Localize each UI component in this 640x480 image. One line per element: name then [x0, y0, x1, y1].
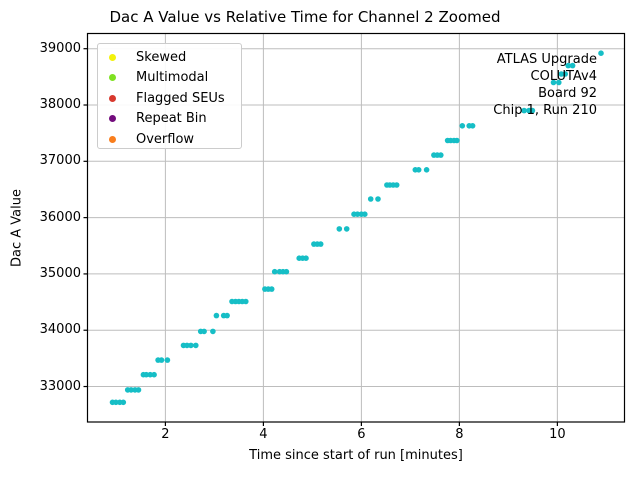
data-point [569, 62, 576, 69]
legend-item-multimodal: Multimodal [98, 68, 241, 89]
data-point [367, 196, 374, 202]
data-point [393, 182, 400, 188]
data-point [268, 286, 275, 292]
data-point [135, 387, 142, 393]
annotation-line: Chip 1, Run 210 [493, 103, 597, 118]
y-tick-label-37000: 37000 [39, 153, 81, 169]
annotation-line: ATLAS Upgrade [496, 52, 597, 67]
data-point [113, 399, 119, 406]
data-point [193, 342, 199, 349]
y-tick-label-39000: 39000 [39, 40, 81, 56]
data-point [521, 107, 527, 114]
data-point [317, 241, 324, 247]
data-point [343, 226, 350, 232]
data-point [469, 123, 476, 129]
data-point [243, 298, 249, 305]
legend-item-flagged-seus: Flagged SEUs [98, 88, 241, 109]
data-point [558, 71, 565, 77]
data-point [147, 371, 153, 378]
data-point [188, 342, 194, 349]
data-point [271, 268, 278, 275]
data-point [415, 167, 422, 173]
data-point [438, 152, 444, 158]
y-tick-label-33000: 33000 [39, 378, 81, 394]
data-point [529, 107, 536, 114]
y-tick-label-36000: 36000 [39, 209, 81, 225]
annotation-block: ATLAS Upgrade COLUTAv4 Board 92 Chip 1, … [493, 51, 597, 119]
y-axis-label: Dac A Value [9, 189, 25, 267]
data-point [375, 196, 381, 202]
data-point [598, 50, 604, 56]
data-point [210, 328, 216, 335]
repeat-bin-marker-icon [109, 115, 116, 123]
data-point [362, 211, 368, 217]
flagged-seus-marker-icon [109, 94, 116, 102]
data-point [336, 226, 343, 232]
axes-border [86, 32, 626, 423]
legend-item-label: Overflow [136, 131, 195, 147]
data-point [120, 399, 127, 406]
data-point [151, 371, 157, 378]
legend-item-skewed: Skewed [98, 47, 241, 68]
data-point [201, 328, 207, 335]
x-tick-label-4: 4 [259, 427, 268, 442]
data-point [423, 167, 430, 173]
data-point [565, 62, 571, 69]
legend-item-overflow: Overflow [98, 129, 241, 150]
data-point [143, 371, 150, 378]
data-point [283, 268, 290, 275]
data-point [562, 71, 568, 77]
data-point [303, 255, 309, 261]
y-tick-label-35000: 35000 [39, 265, 81, 281]
data-point [354, 211, 361, 217]
data-point [128, 387, 134, 393]
chart-title: Dac A Value vs Relative Time for Channel… [109, 8, 501, 26]
multimodal-marker-icon [109, 74, 116, 82]
x-axis-label: Time since start of run [minutes] [249, 448, 463, 463]
annotation-line: COLUTAv4 [530, 69, 597, 84]
annotation-line: Board 92 [538, 86, 597, 101]
x-tick-label-10: 10 [549, 427, 566, 442]
legend-item-label: Flagged SEUs [136, 90, 225, 106]
data-point [454, 137, 460, 144]
legend: Skewed Multimodal Flagged SEUs Repeat Bi… [97, 43, 242, 149]
legend-item-label: Skewed [136, 49, 187, 65]
y-tick-label-34000: 34000 [39, 322, 81, 338]
data-point [550, 79, 557, 86]
legend-item-repeat-bin: Repeat Bin [98, 109, 241, 130]
skewed-marker-icon [109, 53, 116, 61]
legend-item-label: Multimodal [136, 70, 209, 86]
data-point [224, 312, 230, 319]
x-tick-label-8: 8 [455, 427, 464, 442]
data-point [164, 357, 171, 363]
overflow-marker-icon [109, 135, 116, 143]
data-point [459, 123, 466, 129]
x-tick-label-6: 6 [357, 427, 366, 442]
y-tick-label-38000: 38000 [39, 97, 81, 112]
x-tick-label-2: 2 [161, 427, 170, 442]
data-point [213, 312, 220, 319]
data-point [158, 357, 165, 363]
data-point [556, 79, 562, 86]
data-point [184, 342, 190, 349]
legend-item-label: Repeat Bin [136, 111, 207, 127]
